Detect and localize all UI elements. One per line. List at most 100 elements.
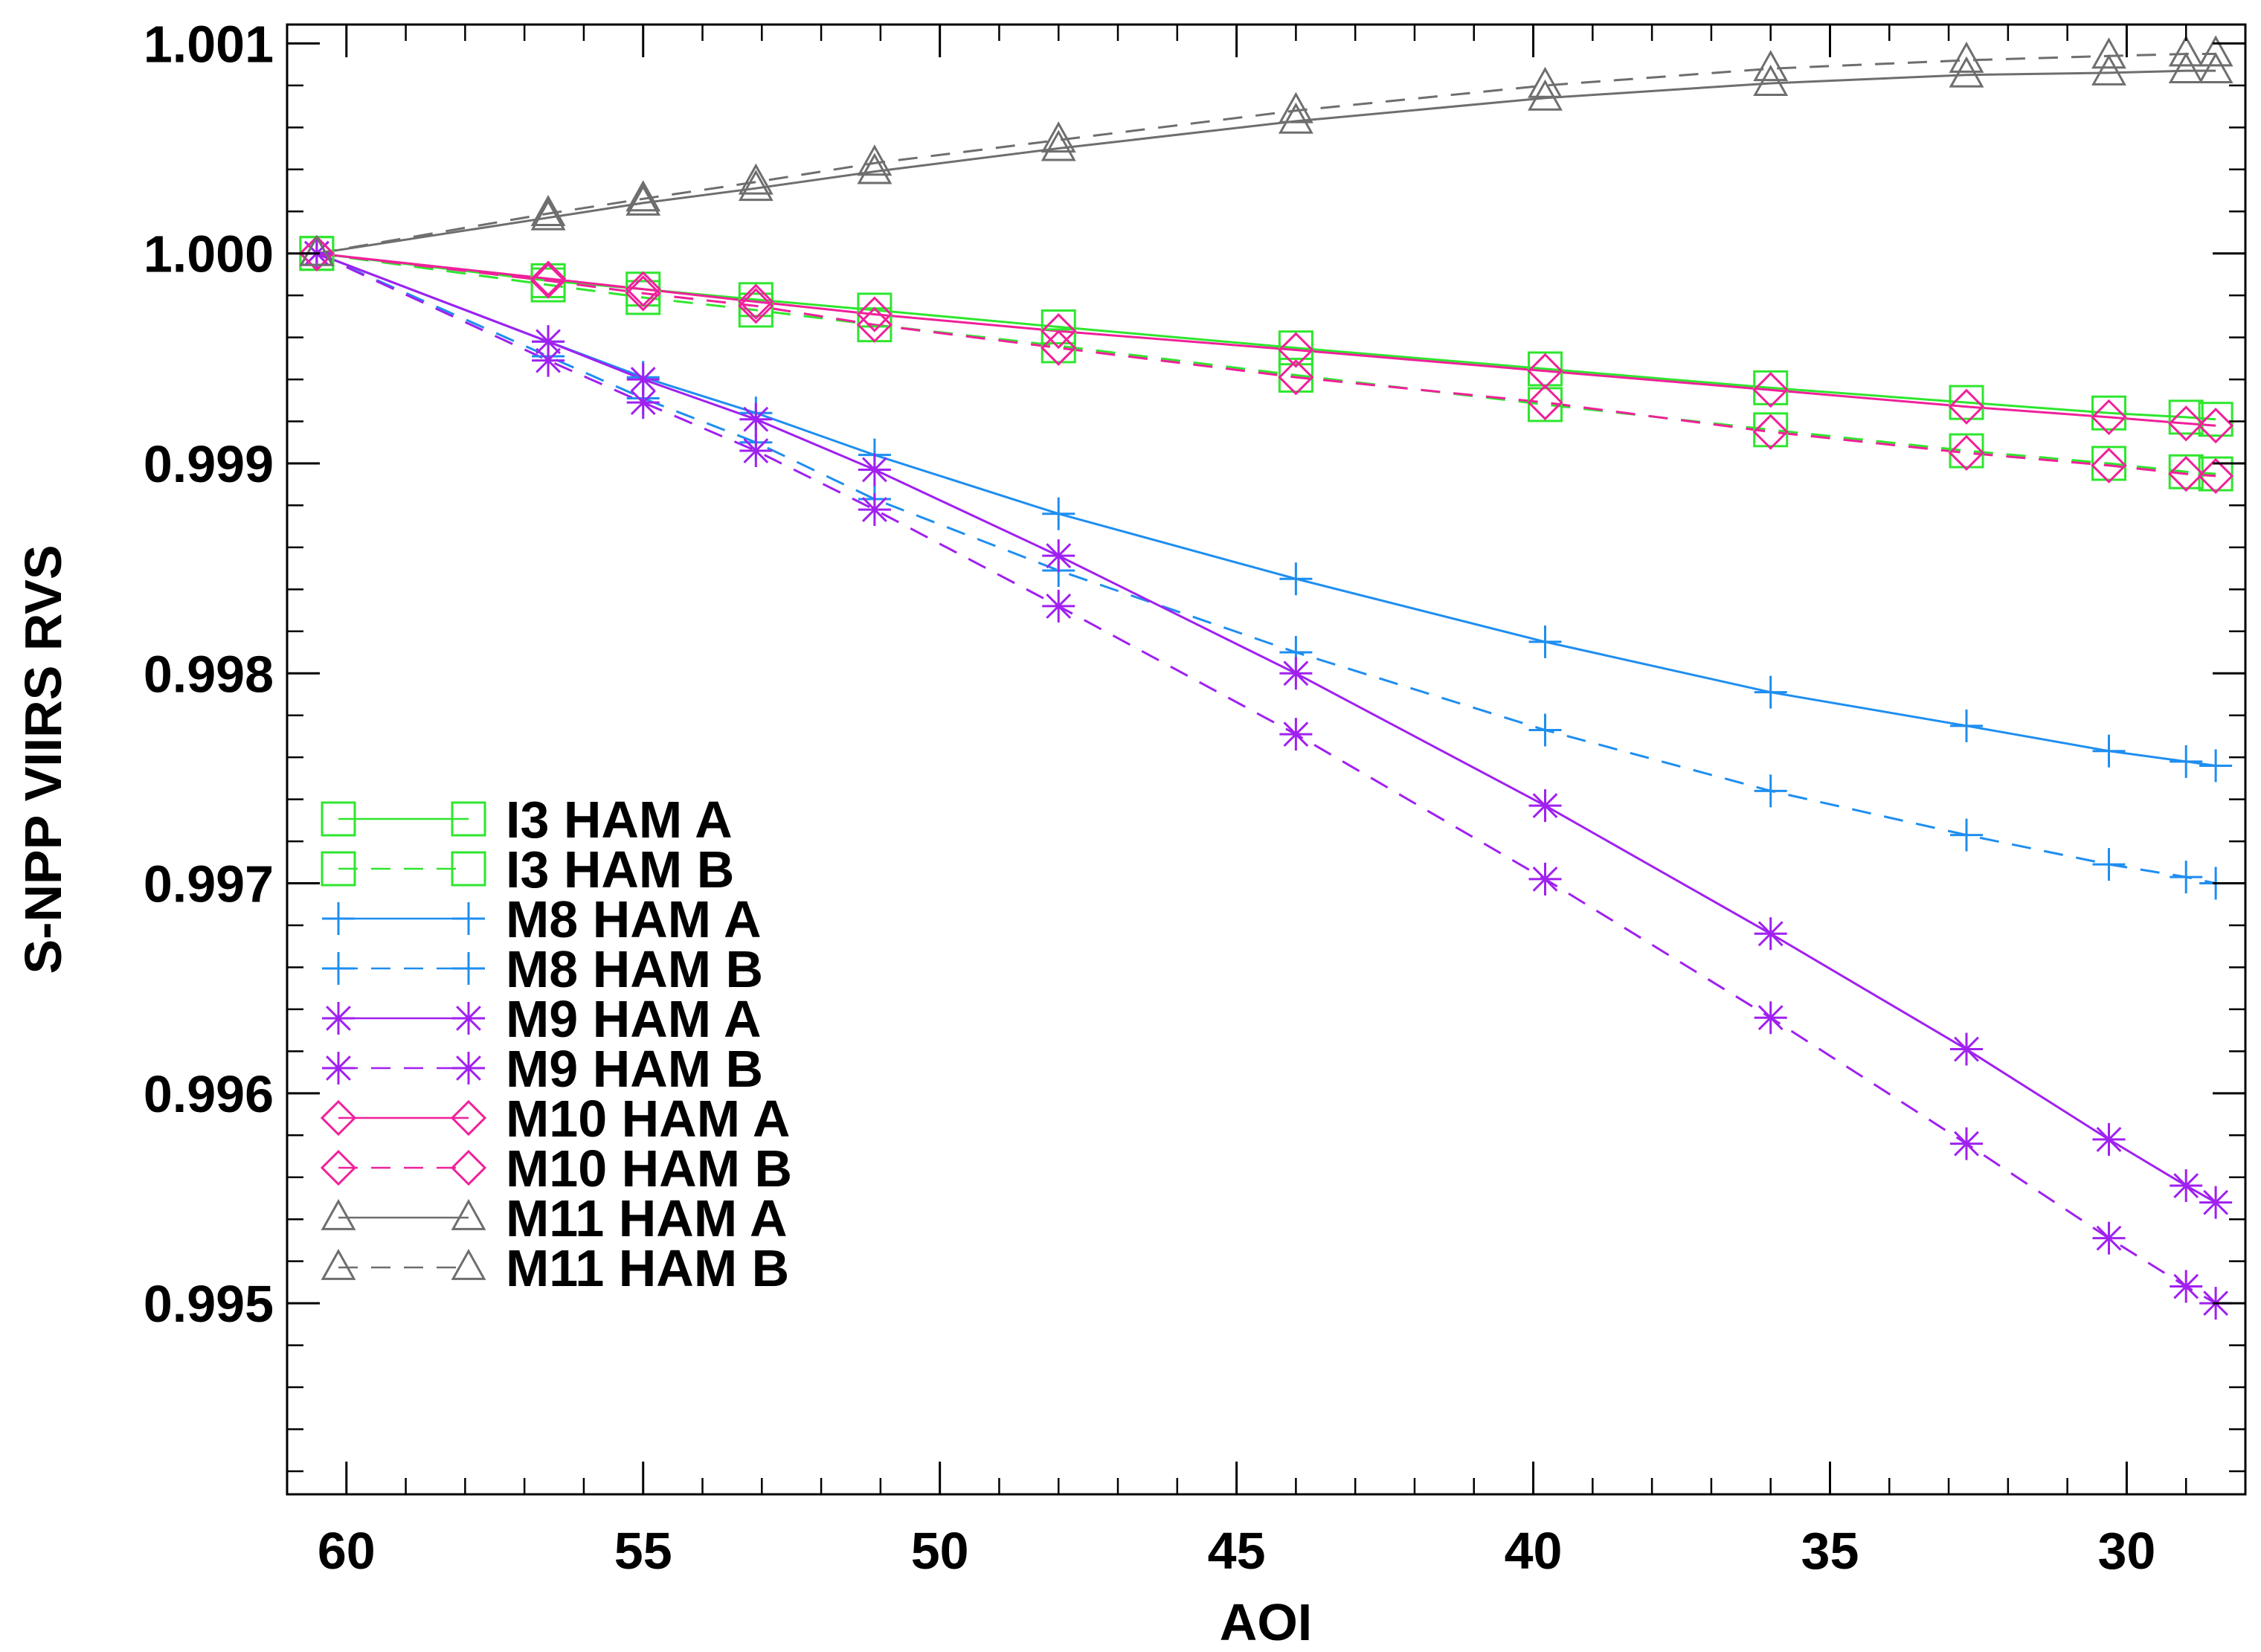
- diamond-marker-shape: [625, 275, 661, 312]
- data-point-m10-ham-b: [2197, 457, 2234, 495]
- diamond-marker-shape: [530, 263, 567, 299]
- triangle-marker-shape: [1278, 91, 1313, 123]
- triangle-marker-shape: [451, 1248, 486, 1280]
- square-marker-shape: [2198, 456, 2233, 492]
- x-tick-label: 45: [1208, 1522, 1266, 1580]
- triangle-marker-shape: [2168, 35, 2204, 67]
- diamond-marker-shape: [320, 1099, 357, 1137]
- data-point-m9-ham-a: [2170, 1169, 2203, 1203]
- data-point-m10-ham-a: [1752, 372, 1789, 408]
- diamond-marker-shape: [625, 271, 661, 307]
- data-point-m11-ham-a: [1528, 79, 1563, 111]
- plus-marker-shape: [2092, 848, 2126, 881]
- data-point-m9-ham-a: [1754, 917, 1787, 951]
- legend-entry-m11-ham-a: M11 HAM A: [321, 1189, 788, 1247]
- data-point-i3-ham-b: [1041, 328, 1076, 364]
- data-point-m8-ham-a: [1528, 625, 1562, 658]
- data-point-i3-ham-b: [1278, 357, 1313, 393]
- triangle-marker-shape: [2091, 37, 2126, 69]
- square-marker-shape: [1041, 309, 1076, 344]
- asterisk-marker-shape: [532, 344, 565, 377]
- diamond-marker-shape: [1041, 330, 1077, 366]
- asterisk-marker-shape: [1950, 1127, 1983, 1160]
- y-axis: 0.995 0.996 0.997 0.998 0.999 1.000 1.001: [144, 15, 2245, 1473]
- square-marker-shape: [321, 851, 356, 887]
- data-point-m9-ham-b: [858, 493, 891, 527]
- data-point-m9-ham-b: [2092, 1221, 2126, 1255]
- asterisk-marker-shape: [2092, 1122, 2126, 1156]
- data-point-i3-ham-b: [2198, 456, 2233, 492]
- data-point-m11-ham-b: [299, 234, 335, 266]
- data-point-m8-ham-a: [1950, 709, 1983, 742]
- data-point-m11-ham-a: [2168, 52, 2204, 84]
- diamond-marker-shape: [450, 1099, 487, 1137]
- asterisk-marker-shape: [1042, 539, 1075, 573]
- data-point-m8-ham-b: [1754, 774, 1787, 808]
- triangle-marker-shape: [625, 180, 661, 212]
- triangle-marker-shape: [857, 144, 892, 176]
- legend-marker: [452, 952, 485, 985]
- data-point-m11-ham-b: [738, 163, 774, 195]
- data-point-i3-ham-a: [1949, 385, 1984, 420]
- data-point-m11-ham-a: [530, 199, 566, 231]
- legend-marker: [452, 1052, 485, 1084]
- data-point-m9-ham-a: [1950, 1032, 1983, 1066]
- series-line-i3-ham-b: [316, 252, 2216, 475]
- plus-marker-shape: [1279, 562, 1313, 596]
- asterisk-marker-shape: [858, 493, 891, 527]
- square-marker-shape: [1949, 433, 1984, 469]
- data-point-m8-ham-a: [2199, 749, 2233, 782]
- y-axis-title: S-NPP VIIRS RVS: [14, 544, 72, 974]
- triangle-marker-shape: [1949, 41, 1984, 73]
- diamond-marker-shape: [2091, 399, 2127, 435]
- plus-marker-shape: [1950, 818, 1983, 852]
- plus-marker-shape: [1950, 709, 1983, 742]
- plus-marker-shape: [452, 952, 485, 985]
- data-point-m10-ham-b: [298, 235, 335, 271]
- asterisk-marker-shape: [1042, 589, 1075, 623]
- asterisk-marker-shape: [1754, 1001, 1787, 1035]
- diamond-marker-shape: [1752, 414, 1789, 450]
- plus-marker-shape: [1754, 774, 1787, 808]
- legend-label: M11 HAM A: [506, 1189, 788, 1247]
- legend-marker: [451, 1198, 486, 1230]
- legend-marker: [322, 1052, 355, 1084]
- legend-label: M10 HAM A: [506, 1090, 790, 1148]
- legend-marker: [322, 1002, 355, 1035]
- data-point-m9-ham-a: [739, 402, 773, 436]
- legend-entry-m10-ham-b: M10 HAM B: [320, 1140, 792, 1198]
- asterisk-marker-shape: [858, 453, 891, 486]
- diamond-marker-shape: [2168, 405, 2204, 442]
- triangle-marker-shape: [857, 152, 892, 184]
- data-point-m9-ham-b: [626, 386, 660, 420]
- triangle-marker-shape: [2198, 35, 2233, 67]
- asterisk-marker-shape: [1754, 917, 1787, 951]
- triangle-marker-shape: [530, 199, 566, 231]
- data-point-m10-ham-b: [530, 263, 567, 299]
- legend-marker: [320, 1099, 357, 1137]
- data-point-m10-ham-b: [1948, 434, 1985, 471]
- legend-label: M11 HAM B: [506, 1239, 789, 1297]
- triangle-marker-shape: [2168, 52, 2204, 84]
- data-point-m10-ham-b: [1527, 384, 1563, 421]
- triangle-marker-shape: [321, 1248, 356, 1280]
- asterisk-marker-shape: [452, 1002, 485, 1035]
- y-tick-label: 0.996: [144, 1065, 274, 1123]
- legend-entry-m8-ham-a: M8 HAM A: [322, 890, 762, 948]
- plot-frame: [286, 23, 2247, 1496]
- plus-marker-shape: [2199, 749, 2233, 782]
- data-point-m8-ham-b: [1950, 818, 1983, 852]
- data-point-m8-ham-a: [2170, 745, 2203, 778]
- diamond-marker-shape: [2091, 447, 2127, 483]
- legend-marker: [321, 801, 356, 837]
- asterisk-marker-shape: [1279, 657, 1313, 690]
- triangle-marker-shape: [2091, 54, 2126, 86]
- triangle-marker-shape: [738, 170, 774, 202]
- x-tick-label: 55: [614, 1522, 672, 1580]
- legend-marker: [321, 1248, 356, 1280]
- diamond-marker-shape: [320, 1149, 357, 1186]
- data-point-m9-ham-b: [1279, 718, 1313, 751]
- data-point-m11-ham-b: [1528, 66, 1563, 98]
- y-tick-label: 0.995: [144, 1275, 274, 1333]
- triangle-marker-shape: [1278, 102, 1313, 134]
